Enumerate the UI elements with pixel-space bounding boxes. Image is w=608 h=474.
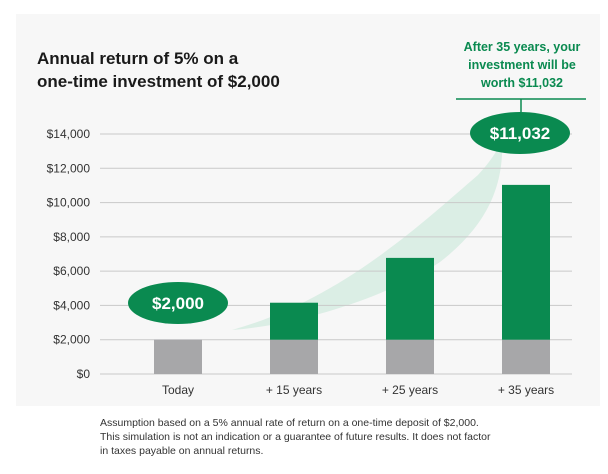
y-tick-label: $2,000: [53, 333, 90, 347]
value-bubble-label: $11,032: [490, 124, 551, 143]
x-tick-label: + 35 years: [498, 383, 554, 397]
footnote-line: in taxes payable on annual returns.: [100, 445, 264, 457]
chart-title-line: one-time investment of $2,000: [37, 72, 280, 91]
chart-title: Annual return of 5% on a one-time invest…: [37, 47, 280, 93]
callout-line: worth $11,032: [481, 76, 563, 90]
value-bubble: [470, 112, 570, 154]
chart-title-line: Annual return of 5% on a: [37, 49, 239, 68]
bar-segment-principal: [154, 339, 202, 374]
footnote-line: Assumption based on a 5% annual rate of …: [100, 417, 479, 429]
y-tick-label: $6,000: [53, 264, 90, 278]
callout-text: After 35 years, your investment will be …: [448, 38, 596, 92]
callout-line: After 35 years, your: [463, 40, 581, 54]
footnote-line: This simulation is not an indication or …: [100, 431, 491, 443]
y-tick-label: $14,000: [47, 127, 91, 141]
bar-segment-growth: [386, 257, 434, 340]
x-tick-label: Today: [162, 383, 194, 397]
value-bubble: [128, 282, 228, 324]
y-tick-label: $12,000: [47, 161, 91, 175]
value-bubble-label: $2,000: [152, 294, 204, 313]
bar-segment-growth: [502, 184, 550, 340]
x-tick-label: + 15 years: [266, 383, 322, 397]
bar-segment-principal: [502, 339, 550, 374]
y-tick-label: $4,000: [53, 298, 90, 312]
y-tick-label: $10,000: [47, 196, 91, 210]
bar-segment-principal: [386, 339, 434, 374]
y-tick-label: $0: [77, 367, 91, 381]
callout-line: investment will be: [468, 58, 576, 72]
growth-trend-band: [232, 140, 503, 330]
bar-segment-principal: [270, 339, 318, 374]
x-tick-label: + 25 years: [382, 383, 438, 397]
bar-segment-growth: [270, 302, 318, 340]
footnote: Assumption based on a 5% annual rate of …: [100, 416, 490, 458]
y-tick-label: $8,000: [53, 230, 90, 244]
